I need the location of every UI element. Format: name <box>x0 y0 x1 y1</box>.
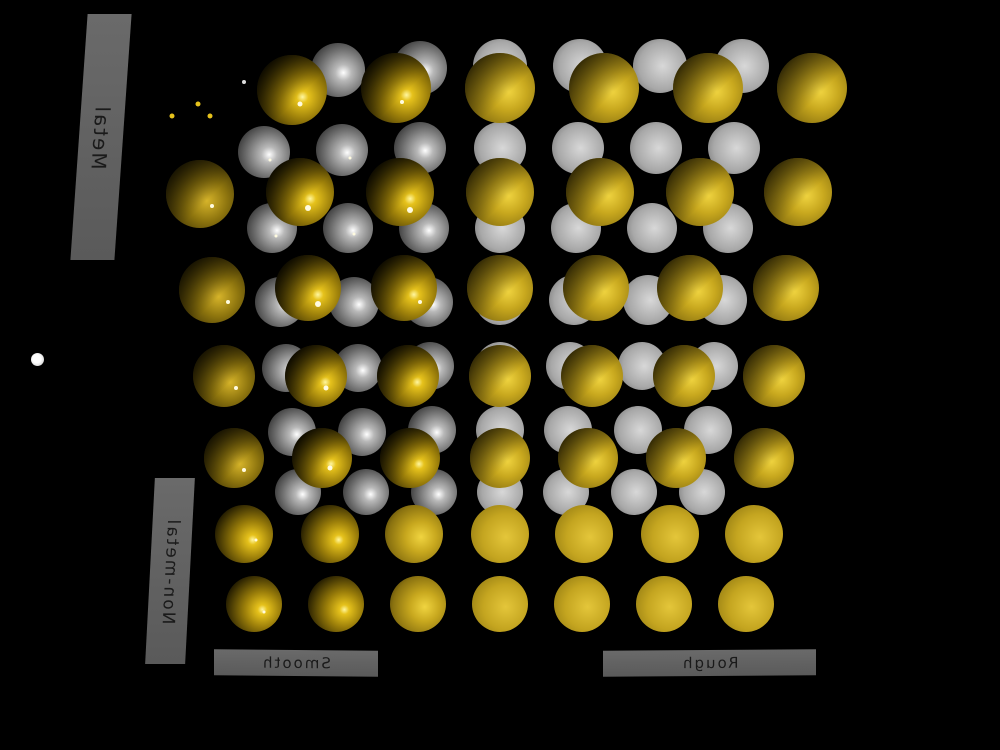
gold-sphere <box>636 576 692 632</box>
rough-label-panel: Rough <box>603 649 816 677</box>
silver-sphere <box>627 203 677 253</box>
gold-sphere-tiny-cluster <box>169 80 246 119</box>
silver-sphere <box>630 122 682 174</box>
silver-sphere <box>329 277 379 327</box>
specular-highlights <box>210 100 422 614</box>
silver-sphere <box>316 124 368 176</box>
gold-sphere <box>554 576 610 632</box>
gold-sphere <box>390 576 446 632</box>
gold-sphere <box>226 576 282 632</box>
gold-sphere <box>725 505 783 563</box>
rough-label: Rough <box>680 653 739 673</box>
silver-sphere <box>633 39 687 93</box>
gold-sphere <box>641 505 699 563</box>
gold-sphere <box>215 505 273 563</box>
light-source-dot <box>31 353 44 366</box>
gold-sphere <box>385 505 443 563</box>
metal-label: Metal <box>86 104 116 170</box>
smooth-label: Smooth <box>261 653 331 673</box>
gold-sphere <box>301 505 359 563</box>
silver-sphere <box>343 469 389 515</box>
non-metal-label: Non-metal <box>157 517 183 625</box>
silver-sphere <box>238 126 290 178</box>
silver-sphere <box>323 203 373 253</box>
silver-sphere <box>614 406 662 454</box>
silver-sphere <box>708 122 760 174</box>
gold-sphere <box>471 505 529 563</box>
gold-sphere <box>472 576 528 632</box>
sphere-shadows <box>166 53 847 488</box>
gold-sphere <box>555 505 613 563</box>
silver-sphere <box>611 469 657 515</box>
gold-sphere <box>308 576 364 632</box>
smooth-label-panel: Smooth <box>214 649 378 677</box>
silver-sphere <box>338 408 386 456</box>
gold-sphere <box>718 576 774 632</box>
